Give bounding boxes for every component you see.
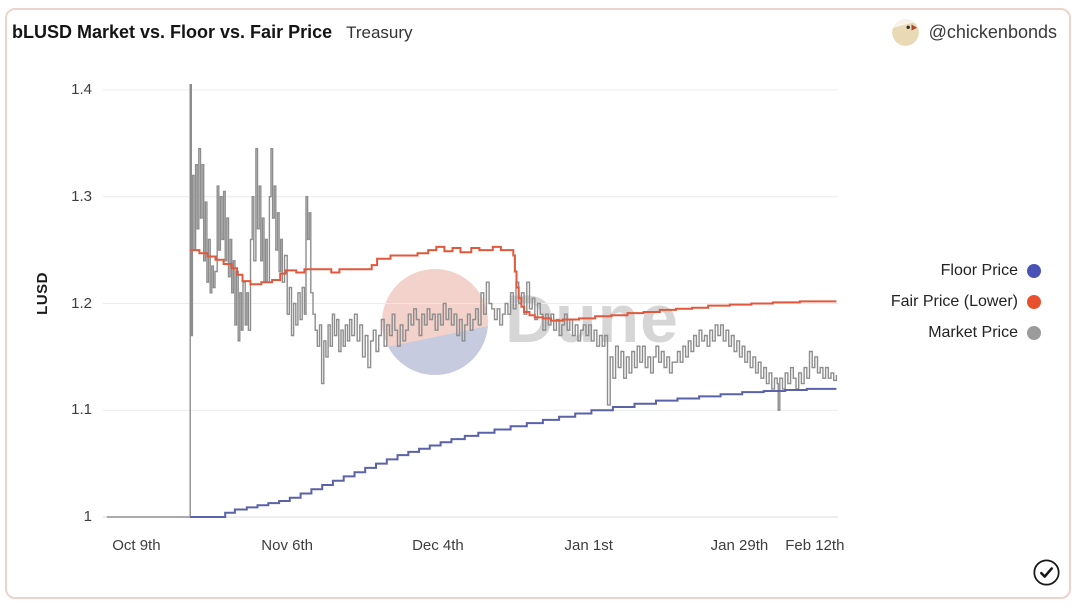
chicken-avatar-icon (891, 19, 919, 46)
y-tick-label: 1.3 (71, 187, 92, 205)
legend-color-dot (1027, 264, 1041, 278)
y-tick-label: 1.4 (71, 81, 92, 98)
x-tick-label: Dec 4th (412, 537, 464, 554)
x-tick-label: Jan 29th (710, 537, 769, 554)
y-tick-label: 1.2 (71, 294, 92, 312)
x-tick-label: Oct 9th (112, 537, 161, 554)
x-tick-label: Feb 12th (785, 537, 845, 554)
series-path-floor-price (190, 387, 837, 518)
page-subtitle: Treasury (346, 23, 413, 42)
author-attribution[interactable]: @chickenbonds (891, 19, 1057, 46)
author-handle[interactable]: @chickenbonds (928, 22, 1057, 42)
y-tick-label: 1.1 (71, 401, 92, 419)
legend-label: Fair Price (Lower) (890, 293, 1018, 310)
series-path-market-price (106, 84, 838, 518)
series-path-fair-price-lower- (190, 245, 837, 322)
legend-item[interactable]: Market Price (928, 324, 1041, 342)
legend-color-dot (1027, 295, 1041, 309)
chart-header: bLUSD Market vs. Floor vs. Fair Price Tr… (12, 22, 413, 43)
y-tick-label: 1 (83, 508, 92, 525)
legend-color-dot (1027, 326, 1041, 340)
page-title: bLUSD Market vs. Floor vs. Fair Price (12, 22, 333, 42)
x-tick-label: Jan 1st (564, 537, 613, 554)
legend-label: Floor Price (940, 262, 1018, 279)
legend-item[interactable]: Fair Price (Lower) (891, 293, 1041, 311)
x-tick-label: Nov 6th (261, 537, 313, 554)
legend-label: Market Price (928, 324, 1018, 341)
legend-item[interactable]: Floor Price (941, 262, 1041, 280)
check-circle-icon[interactable] (1032, 558, 1061, 587)
